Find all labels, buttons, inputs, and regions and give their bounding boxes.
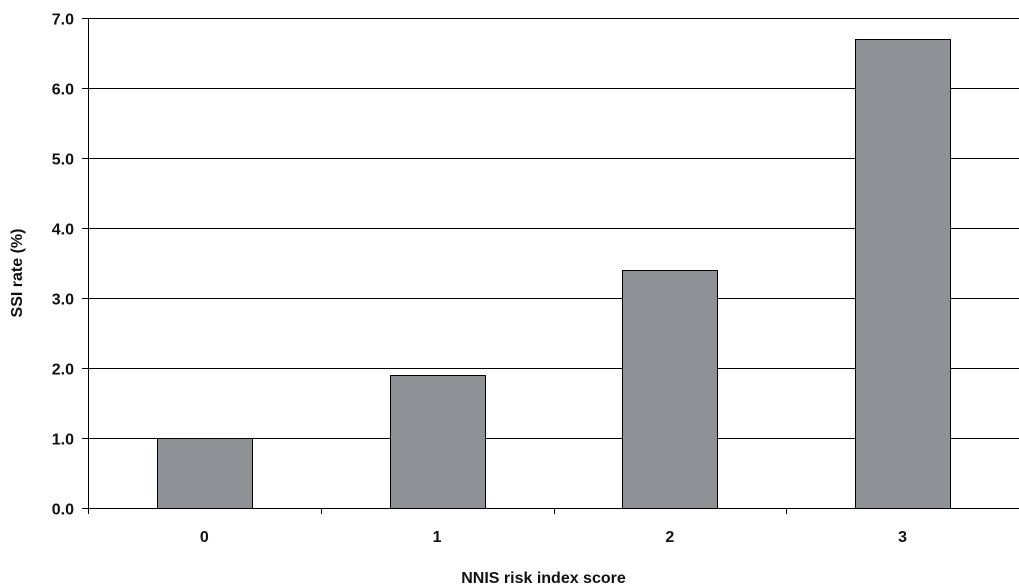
x-tick-label: 0	[200, 529, 209, 546]
bar-1	[390, 375, 486, 509]
x-tick-label: 3	[898, 529, 907, 546]
x-tick-labels: 0 1 2 3	[200, 529, 907, 546]
y-tick-label: 1.0	[52, 432, 74, 449]
gridlines	[88, 18, 1019, 439]
bar-3	[855, 39, 951, 509]
bar-0	[157, 438, 253, 509]
bars	[157, 39, 951, 509]
y-tick-label: 4.0	[52, 222, 74, 239]
y-tick-label: 2.0	[52, 362, 74, 379]
x-tick-label: 1	[433, 529, 442, 546]
x-axis-title: NNIS risk index score	[461, 570, 626, 587]
y-tick-label: 7.0	[52, 12, 74, 29]
y-tick-label: 6.0	[52, 82, 74, 99]
y-tick-label: 0.0	[52, 502, 74, 519]
y-tick-label: 5.0	[52, 152, 74, 169]
y-tick-labels: 0.0 1.0 2.0 3.0 4.0 5.0 6.0 7.0	[52, 12, 74, 519]
y-axis-title: SSI rate (%)	[9, 229, 26, 318]
bar-2	[622, 270, 718, 509]
y-tick-label: 3.0	[52, 292, 74, 309]
axes	[82, 18, 1019, 514]
x-tick-label: 2	[665, 529, 674, 546]
